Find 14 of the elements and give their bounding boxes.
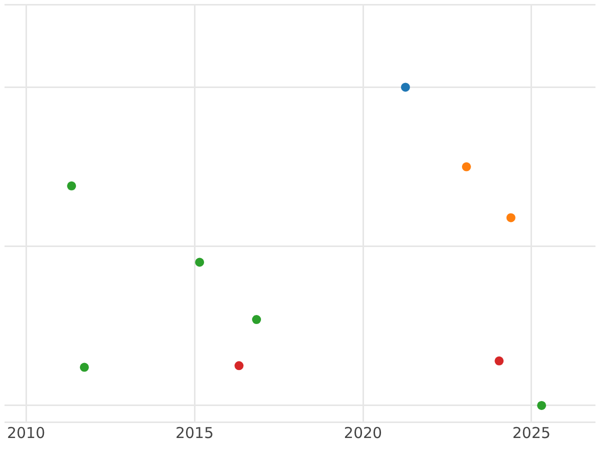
x-tick-label: 2025 xyxy=(512,424,551,442)
point xyxy=(234,361,244,370)
point xyxy=(494,356,504,366)
point xyxy=(537,400,546,410)
x-tick-label: 2020 xyxy=(344,424,382,442)
point xyxy=(195,258,204,267)
point xyxy=(67,181,76,190)
point xyxy=(506,213,516,222)
point xyxy=(400,82,410,92)
point xyxy=(462,162,471,172)
x-tick-label: 2010 xyxy=(6,424,46,442)
x-tick-label: 2015 xyxy=(175,424,214,442)
point xyxy=(252,315,262,324)
point xyxy=(80,362,89,372)
